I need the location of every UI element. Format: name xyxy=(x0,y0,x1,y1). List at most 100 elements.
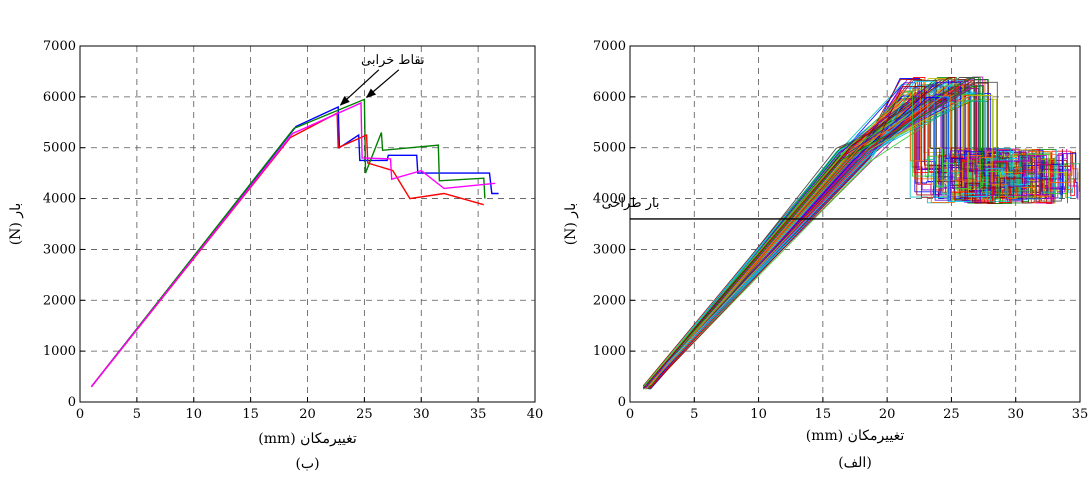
simulation-curve xyxy=(646,94,1036,387)
chart-monte-carlo: بار طراحی 0 5 10 15 20 25 30 35 0 1000 2000 3000 400… xyxy=(563,39,1088,471)
y-tick-label: 1000 xyxy=(43,344,76,359)
series-group xyxy=(90,98,499,388)
simulation-curve xyxy=(647,81,1008,387)
simulation-curve xyxy=(649,82,1003,387)
annotation-group: نقاط خرابی xyxy=(339,53,425,106)
x-axis-label: تغییرمکان (mm) xyxy=(806,428,905,444)
simulation-curve xyxy=(645,85,1064,389)
simulation-curve xyxy=(646,92,1072,389)
simulation-curve xyxy=(644,94,1071,390)
series-line-2 xyxy=(90,98,486,388)
x-tick-label: 40 xyxy=(527,407,544,422)
series-line-1 xyxy=(90,105,499,388)
plot-frame xyxy=(629,45,1081,403)
y-tick-label: 4000 xyxy=(593,192,626,207)
x-tick-label: 30 xyxy=(1007,407,1024,422)
simulation-curve xyxy=(643,91,994,388)
tick-labels: 0 5 10 15 20 25 30 35 40 0 1000 2000 3000 4000 5000 600… xyxy=(43,39,543,422)
chart-failure-points: 0 5 10 15 20 25 30 35 40 0 1000 2000 3000 4000 5000 600… xyxy=(8,39,543,472)
simulation-curve xyxy=(648,100,1067,386)
series-line-3 xyxy=(90,111,484,388)
simulation-curve xyxy=(642,86,1076,389)
y-tick-label: 0 xyxy=(68,395,76,410)
x-axis-label: تغییرمکان (mm) xyxy=(258,431,357,447)
y-tick-label: 7000 xyxy=(43,39,76,54)
y-tick-label: 2000 xyxy=(593,293,626,308)
simulation-curve xyxy=(646,85,996,386)
simulation-curve xyxy=(648,85,1022,390)
y-tick-label: 6000 xyxy=(43,90,76,105)
simulation-curve xyxy=(648,88,1068,386)
simulation-curve xyxy=(648,89,1063,389)
simulation-curve xyxy=(649,81,1023,388)
simulation-curve xyxy=(644,84,1079,388)
x-tick-label: 5 xyxy=(690,407,698,422)
simulation-curve xyxy=(643,77,1023,389)
y-tick-label: 2000 xyxy=(43,293,76,308)
design-load-label: بار طراحی xyxy=(602,196,660,211)
x-tick-label: 0 xyxy=(76,407,84,422)
simulation-curve xyxy=(649,86,1003,387)
reference-line-group: بار طراحی xyxy=(602,196,1080,220)
simulation-curve xyxy=(649,100,1004,389)
simulation-curve xyxy=(645,93,1002,390)
y-axis-label: بار (N) xyxy=(8,203,24,246)
y-tick-label: 5000 xyxy=(593,141,626,156)
series-line-4 xyxy=(90,101,496,388)
y-tick-label: 4000 xyxy=(43,192,76,207)
y-tick-label: 5000 xyxy=(43,141,76,156)
simulation-curve xyxy=(648,93,1047,386)
simulation-curve xyxy=(645,84,1042,388)
x-tick-label: 35 xyxy=(470,407,487,422)
simulation-curve xyxy=(644,96,1038,387)
simulation-curve xyxy=(643,91,1007,386)
grid-lines xyxy=(630,46,1080,402)
simulation-curve xyxy=(645,94,1053,388)
simulation-curve xyxy=(645,79,1068,387)
simulation-curve xyxy=(648,101,1018,388)
simulation-curve xyxy=(643,83,1072,387)
y-tick-label: 3000 xyxy=(593,242,626,257)
y-tick-label: 6000 xyxy=(593,90,626,105)
simulation-curve xyxy=(649,90,1027,388)
x-tick-label: 5 xyxy=(133,407,141,422)
x-tick-label: 20 xyxy=(879,407,896,422)
x-tick-label: 10 xyxy=(185,407,202,422)
x-tick-label: 20 xyxy=(299,407,316,422)
simulation-curve xyxy=(645,77,1079,386)
y-axis-label: بار (N) xyxy=(563,203,579,246)
chart-caption: (ب) xyxy=(295,456,319,472)
y-tick-label: 1000 xyxy=(593,344,626,359)
annotation-label: نقاط خرابی xyxy=(361,53,425,68)
simulation-curve xyxy=(647,82,1024,390)
x-tick-label: 15 xyxy=(815,407,832,422)
x-tick-label: 0 xyxy=(626,407,634,422)
simulation-curve xyxy=(647,98,1041,387)
simulation-curve xyxy=(642,98,999,389)
simulation-curve xyxy=(646,94,1068,387)
simulation-curve xyxy=(645,78,1004,386)
annotation-arrow xyxy=(365,69,400,99)
simulation-curve xyxy=(643,76,1068,386)
simulation-curve xyxy=(643,81,1057,388)
simulation-curve xyxy=(648,85,1014,390)
y-tick-label: 7000 xyxy=(593,39,626,54)
x-tick-label: 30 xyxy=(413,407,430,422)
grid-lines xyxy=(80,46,535,402)
simulation-curve xyxy=(643,78,1063,387)
x-tick-label: 25 xyxy=(356,407,373,422)
simulation-curve xyxy=(643,84,999,388)
tick-labels: 0 5 10 15 20 25 30 35 0 1000 2000 3000 4000 5000 6000 7… xyxy=(593,39,1088,422)
chart-caption: (الف) xyxy=(838,455,872,471)
y-tick-label: 0 xyxy=(618,395,626,410)
x-tick-label: 15 xyxy=(242,407,259,422)
simulation-curve xyxy=(644,79,1074,388)
simulation-curve xyxy=(642,84,1077,387)
simulation-curve xyxy=(644,85,1064,387)
y-tick-label: 3000 xyxy=(43,242,76,257)
series-group xyxy=(642,76,1080,390)
simulation-curve xyxy=(647,78,1053,386)
x-tick-label: 35 xyxy=(1072,407,1089,422)
x-tick-label: 25 xyxy=(943,407,960,422)
